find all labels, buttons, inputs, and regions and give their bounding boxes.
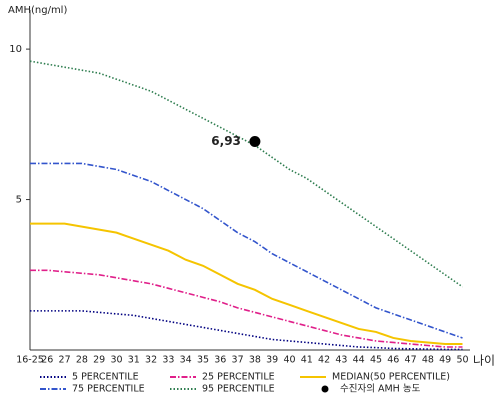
x-tick-label: 28	[76, 355, 88, 366]
y-tick-label: 5	[16, 195, 22, 206]
legend-label: 5 PERCENTILE	[72, 372, 139, 383]
x-tick-label: 39	[266, 355, 278, 366]
series-line	[30, 162, 463, 339]
x-tick-label: 29	[93, 355, 105, 366]
x-tick-label: 33	[162, 355, 174, 366]
legend-label: 75 PERCENTILE	[72, 384, 145, 395]
x-tick-label: 27	[59, 355, 71, 366]
x-tick-label: 26	[41, 355, 53, 366]
legend-label: MEDIAN(50 PERCENTILE)	[332, 372, 450, 383]
x-tick-label: 50	[456, 355, 468, 366]
x-tick-label: 34	[180, 355, 192, 366]
x-tick-label: 47	[405, 355, 417, 366]
legend-marker	[321, 385, 329, 393]
data-label: 6,93	[211, 134, 241, 148]
x-tick-label: 35	[197, 355, 209, 366]
y-tick-label: 10	[9, 44, 22, 55]
x-tick-label: 43	[335, 355, 347, 366]
series-line	[30, 269, 463, 348]
series-line	[30, 310, 463, 351]
x-tick-label: 36	[214, 355, 226, 366]
x-tick-label: 32	[145, 355, 157, 366]
series-line	[29, 60, 463, 288]
x-tick-label: 41	[301, 355, 313, 366]
data-point	[249, 135, 261, 147]
x-tick-label: 37	[232, 355, 244, 366]
x-tick-label: 44	[353, 355, 365, 366]
legend-label: 25 PERCENTILE	[202, 372, 275, 383]
x-tick-label: 38	[249, 355, 261, 366]
x-tick-label: 45	[370, 355, 382, 366]
x-tick-label: 16-25	[16, 355, 44, 366]
legend-label: 95 PERCENTILE	[202, 384, 275, 395]
x-tick-label: 31	[128, 355, 140, 366]
y-axis-label: AMH(ng/ml)	[8, 5, 67, 16]
x-tick-label: 30	[110, 355, 122, 366]
legend-label: 수진자의 AMH 농도	[340, 384, 421, 395]
series-line	[30, 222, 463, 345]
x-axis-label: 나이	[473, 354, 495, 368]
x-tick-label: 46	[387, 355, 399, 366]
x-tick-label: 49	[439, 355, 451, 366]
x-tick-label: 40	[283, 355, 295, 366]
x-tick-label: 42	[318, 355, 330, 366]
x-tick-label: 48	[422, 355, 434, 366]
